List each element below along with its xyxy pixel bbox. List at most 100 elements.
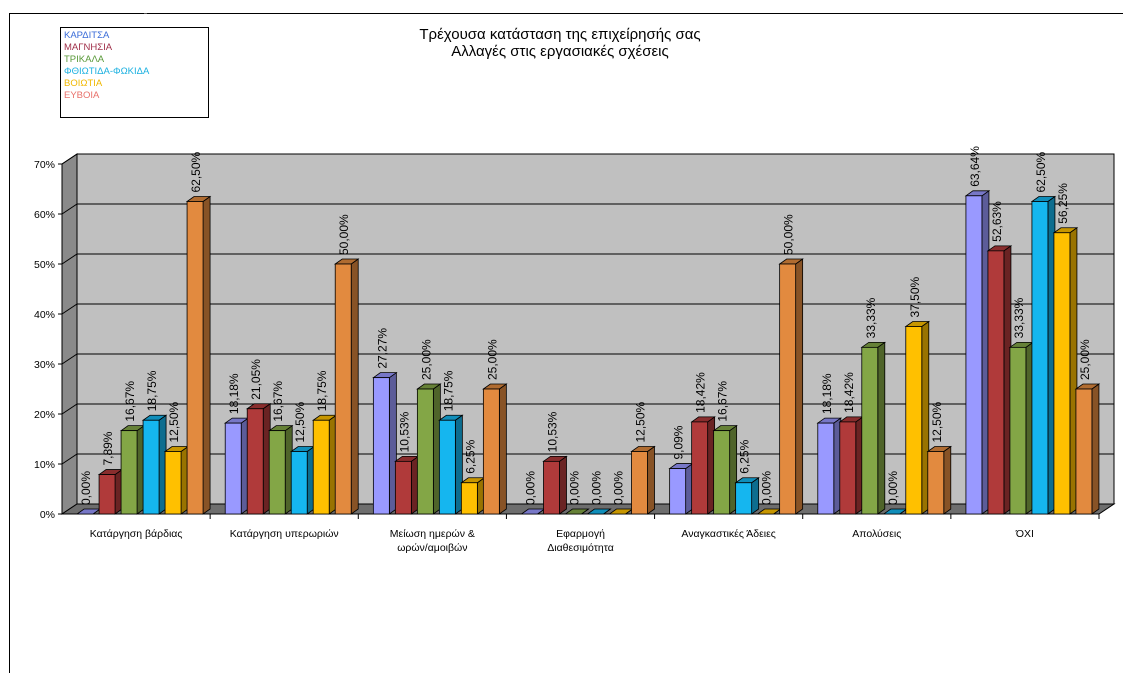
- data-label: 16,67%: [716, 381, 730, 422]
- data-label: 12,50%: [167, 401, 181, 442]
- bar: [290, 451, 308, 515]
- bar: [669, 468, 687, 515]
- category-label: Διαθεσιμότητα: [547, 542, 614, 554]
- data-label: 18,75%: [315, 370, 329, 411]
- data-label: 0,00%: [590, 471, 604, 505]
- data-label: 33,33%: [864, 297, 878, 338]
- data-label: 52,63%: [990, 201, 1004, 242]
- bar: [1031, 201, 1049, 515]
- bar: [927, 451, 945, 515]
- data-label: 16,67%: [271, 381, 285, 422]
- bar: [224, 422, 242, 515]
- bar-side: [751, 476, 760, 515]
- bar-side: [498, 383, 507, 515]
- data-label: 18,42%: [842, 372, 856, 413]
- data-label: 50,00%: [782, 214, 796, 255]
- bar: [735, 482, 753, 515]
- bar: [987, 250, 1005, 515]
- bar: [164, 451, 182, 515]
- bar: [779, 263, 797, 515]
- bar: [713, 430, 731, 515]
- gridline-side: [61, 203, 78, 215]
- gridline-side: [61, 403, 78, 415]
- data-label: 18,75%: [441, 370, 455, 411]
- chart-frame: [9, 13, 1123, 673]
- data-label: 0,00%: [886, 471, 900, 505]
- gridline-side: [61, 453, 78, 465]
- y-tick-label: 10%: [34, 459, 55, 471]
- bar: [482, 388, 500, 515]
- y-tick-label: 0%: [40, 509, 55, 521]
- bar: [817, 422, 835, 515]
- gridline-side: [61, 253, 78, 265]
- data-label: 50,00%: [337, 214, 351, 255]
- bar: [98, 474, 116, 515]
- bar: [965, 195, 983, 515]
- data-label: 6,25%: [738, 439, 752, 473]
- chart-subtitle: Αλλαγές στις εργασιακές σχέσεις: [451, 43, 669, 60]
- bar-side: [559, 455, 567, 515]
- bar: [460, 482, 478, 515]
- bar-side: [350, 258, 359, 515]
- data-label: 37,50%: [908, 276, 922, 317]
- y-tick-label: 40%: [34, 309, 55, 321]
- y-tick-label: 30%: [34, 359, 55, 371]
- data-label: 0,00%: [568, 471, 582, 505]
- legend-item-trikala: ΤΡΙΚΑΛΑ: [64, 54, 105, 65]
- category-label: Μείωση ημερών &: [390, 528, 475, 540]
- data-label: 0,00%: [79, 471, 93, 505]
- bar: [1053, 232, 1071, 515]
- bar: [334, 263, 352, 515]
- plot-side-wall: [61, 153, 78, 515]
- bar: [120, 430, 138, 515]
- data-label: 21,05%: [249, 359, 263, 400]
- data-label: 7,89%: [101, 431, 115, 465]
- bar: [905, 326, 923, 515]
- bar: [186, 201, 204, 515]
- bar-side: [795, 258, 804, 515]
- data-label: 10,53%: [546, 411, 560, 452]
- bar-side: [1091, 383, 1100, 515]
- data-label: 12,50%: [293, 401, 307, 442]
- data-label: 16,67%: [123, 381, 137, 422]
- gridline-side: [61, 303, 78, 315]
- chart-title: Τρέχουσα κατάσταση της επιχείρησής σας: [419, 26, 701, 43]
- data-label: 18,42%: [694, 372, 708, 413]
- chart-title-block: Τρέχουσα κατάσταση της επιχείρησής σας Α…: [330, 26, 790, 60]
- data-label: 18,18%: [227, 373, 241, 414]
- category-label: ΌΧΙ: [1015, 528, 1034, 540]
- legend-item-magnisia: ΜΑΓΝΗΣΙΑ: [64, 42, 113, 53]
- bar: [438, 419, 456, 515]
- category-label: ωρών/αμοιβών: [397, 542, 467, 554]
- data-label: 6,25%: [463, 439, 477, 473]
- frame-tick-mark: [144, 13, 147, 14]
- data-label: 63,64%: [968, 146, 982, 187]
- data-label: 12,50%: [930, 401, 944, 442]
- bar-side: [202, 195, 211, 515]
- bar: [372, 377, 390, 515]
- bar-top: [564, 508, 590, 515]
- data-label: 18,18%: [820, 373, 834, 414]
- bar-side: [877, 341, 886, 515]
- bar-side: [647, 445, 655, 515]
- data-label: 25,00%: [1078, 339, 1092, 380]
- bar: [312, 419, 330, 515]
- y-tick-label: 70%: [34, 159, 55, 171]
- category-label: Κατάργηση υπερωριών: [230, 528, 339, 540]
- category-label: Απολύσεις: [852, 528, 901, 540]
- y-tick-label: 20%: [34, 409, 55, 421]
- bar: [691, 421, 709, 515]
- bar: [268, 430, 286, 515]
- bar: [543, 460, 560, 515]
- data-label: 25,00%: [419, 339, 433, 380]
- bar: [1009, 346, 1027, 515]
- category-label: Αναγκαστικές Άδειες: [681, 528, 775, 540]
- data-label: 0,00%: [524, 471, 538, 505]
- legend: ΚΑΡΔΙΤΣΑ ΜΑΓΝΗΣΙΑ ΤΡΙΚΑΛΑ ΦΘΙΩΤΙΔΑ-ΦΩΚΙΔ…: [60, 27, 209, 118]
- bar: [246, 408, 264, 515]
- bar: [416, 388, 434, 515]
- y-tick-label: 50%: [34, 259, 55, 271]
- legend-item-fthiotida-fokida: ΦΘΙΩΤΙΔΑ-ΦΩΚΙΔΑ: [64, 66, 150, 77]
- data-label: 12,50%: [634, 401, 648, 442]
